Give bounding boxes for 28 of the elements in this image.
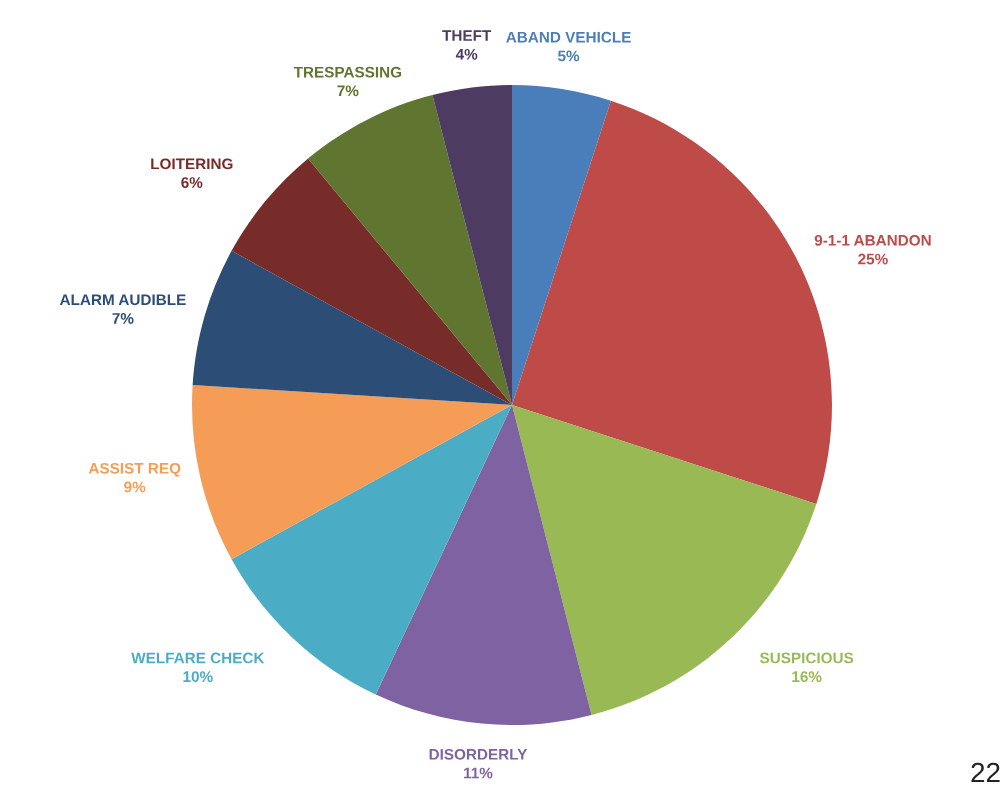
text: 22 [971, 762, 1000, 783]
slice-label: LOITERING [151, 158, 233, 170]
slice-label: ALARM AUDIBLE [59, 294, 186, 306]
slice-label: 9-1-1 ABANDON [814, 234, 931, 246]
pie-slice [192, 250, 512, 405]
slice-label: DISORDERLY [429, 748, 528, 760]
pie-slice [231, 158, 512, 405]
data-label: 7% [337, 85, 359, 97]
slice-label: TRESPASSING [293, 66, 402, 78]
slice-label: THEFT [442, 30, 492, 41]
data-label: 25% [858, 253, 888, 265]
data-label: 9% [124, 481, 146, 493]
slice-label: ASSIST REQ [88, 462, 181, 477]
data-label: 5% [558, 50, 580, 62]
pie-slice [512, 85, 611, 405]
pie-slice [192, 384, 512, 560]
data-label: 4% [455, 48, 478, 60]
data-label: 16% [792, 671, 822, 683]
pie-slice [432, 85, 512, 405]
data-label: 10% [183, 671, 213, 683]
pie-slice [308, 95, 512, 405]
data-label: 7% [112, 313, 134, 324]
slice-label: SUSPICIOUS [759, 652, 854, 664]
pie-slice [375, 405, 592, 725]
data-label: 11% [464, 767, 493, 779]
slice-label: WELFARE CHECK [131, 652, 265, 664]
data-label: 6% [181, 177, 203, 188]
slice-label: ABAND VEHICLE [506, 31, 631, 43]
